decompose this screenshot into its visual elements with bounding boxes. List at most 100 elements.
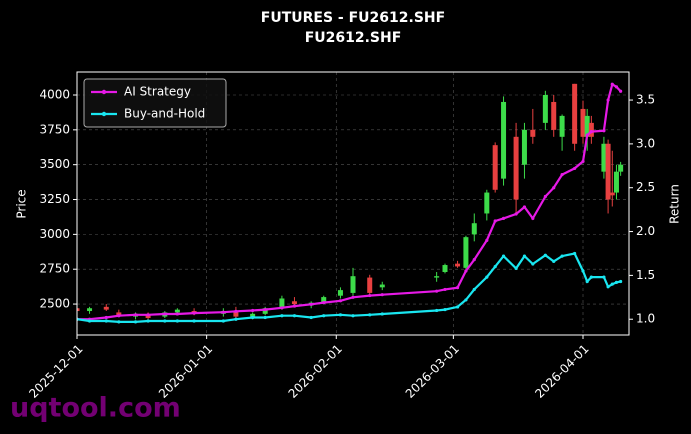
return-marker — [560, 172, 564, 177]
return-line — [77, 82, 622, 321]
return-marker — [234, 317, 238, 321]
return-marker — [163, 312, 167, 316]
return-marker — [263, 307, 267, 312]
candle — [463, 235, 469, 270]
return-marker — [338, 313, 343, 317]
return-marker — [133, 320, 138, 324]
candle — [442, 263, 448, 274]
legend-label: Buy-and-Hold — [124, 107, 205, 121]
return-marker — [552, 259, 556, 263]
candle — [350, 267, 356, 296]
legend-box — [83, 78, 227, 128]
candle-body — [551, 101, 557, 130]
candle — [501, 96, 507, 186]
y2-tick-label: 1.5 — [636, 268, 655, 282]
candle — [337, 287, 343, 299]
return-marker — [602, 275, 606, 279]
candle-body — [572, 83, 578, 144]
return-marker — [322, 300, 326, 305]
return-marker — [309, 315, 313, 320]
return-marker — [380, 312, 384, 316]
return-marker — [585, 279, 589, 284]
return-marker — [251, 308, 255, 313]
return-marker — [192, 319, 196, 323]
candle-body — [145, 315, 151, 318]
return-marker — [221, 319, 225, 323]
y2-tick-label: 3.5 — [636, 93, 655, 107]
candle-body — [434, 276, 440, 278]
return-marker — [472, 258, 476, 262]
return-marker — [380, 293, 384, 297]
chart-subtitle: FU2612.SHF — [305, 30, 402, 46]
candle-body — [87, 308, 93, 312]
return-marker — [251, 315, 255, 320]
candle — [618, 161, 624, 176]
return-marker — [531, 262, 535, 266]
return-marker — [175, 319, 179, 323]
legend-label: AI Strategy — [124, 85, 191, 99]
return-marker — [309, 302, 313, 306]
candle — [609, 150, 615, 207]
candle-body — [379, 284, 385, 288]
return-marker — [602, 129, 606, 133]
return-marker — [485, 275, 489, 279]
candle-body — [103, 306, 109, 310]
return-marker — [543, 194, 547, 199]
y-tick-label: 3750 — [39, 122, 70, 136]
y-tick-label: 4000 — [39, 87, 70, 101]
return-marker — [368, 293, 372, 298]
candle-body — [233, 311, 239, 317]
candle-body — [588, 122, 594, 137]
x-tick-label: 2026-02-01 — [286, 342, 345, 401]
return-marker — [464, 298, 468, 302]
candle-body — [521, 129, 527, 165]
legend-marker — [101, 111, 107, 117]
candle — [484, 189, 490, 221]
return-marker — [104, 315, 108, 320]
return-marker — [117, 320, 121, 324]
return-marker — [322, 314, 326, 318]
candle — [87, 306, 93, 314]
candle-body — [513, 136, 519, 200]
candle-body — [609, 192, 615, 196]
candle — [584, 108, 590, 151]
candle-body — [542, 94, 548, 123]
chart-title: FUTURES - FU2612.SHF — [261, 10, 445, 26]
return-marker — [472, 287, 476, 292]
candle-body — [442, 265, 448, 273]
candle-body — [484, 192, 490, 214]
return-marker — [606, 98, 610, 102]
y-tick-label: 3000 — [39, 227, 70, 241]
return-marker — [443, 307, 447, 312]
return-marker — [263, 315, 267, 320]
candle — [542, 90, 548, 130]
return-marker — [455, 305, 460, 309]
return-marker — [552, 186, 556, 190]
return-marker — [435, 289, 439, 293]
return-marker — [292, 304, 297, 308]
return-marker — [619, 89, 623, 93]
return-marker — [543, 253, 547, 257]
candle-body — [77, 308, 80, 312]
candle-body — [291, 301, 297, 305]
candle — [530, 108, 536, 144]
return-marker — [351, 314, 355, 318]
candle-body — [321, 297, 327, 303]
return-marker — [573, 251, 577, 256]
candle-body — [174, 309, 180, 313]
candle — [471, 213, 477, 242]
return-marker — [133, 313, 138, 317]
return-marker — [514, 212, 518, 216]
candle-body — [530, 129, 536, 137]
return-line — [77, 252, 621, 323]
candle-body — [279, 298, 285, 309]
legend-marker — [101, 89, 107, 95]
candle — [77, 305, 80, 313]
candle — [521, 122, 527, 179]
candle-body — [455, 263, 461, 267]
return-marker — [351, 295, 355, 299]
return-marker — [589, 130, 593, 134]
watermark: uqtool.com — [10, 393, 181, 424]
y2-tick-label: 2.5 — [636, 180, 655, 194]
return-marker — [221, 310, 225, 314]
